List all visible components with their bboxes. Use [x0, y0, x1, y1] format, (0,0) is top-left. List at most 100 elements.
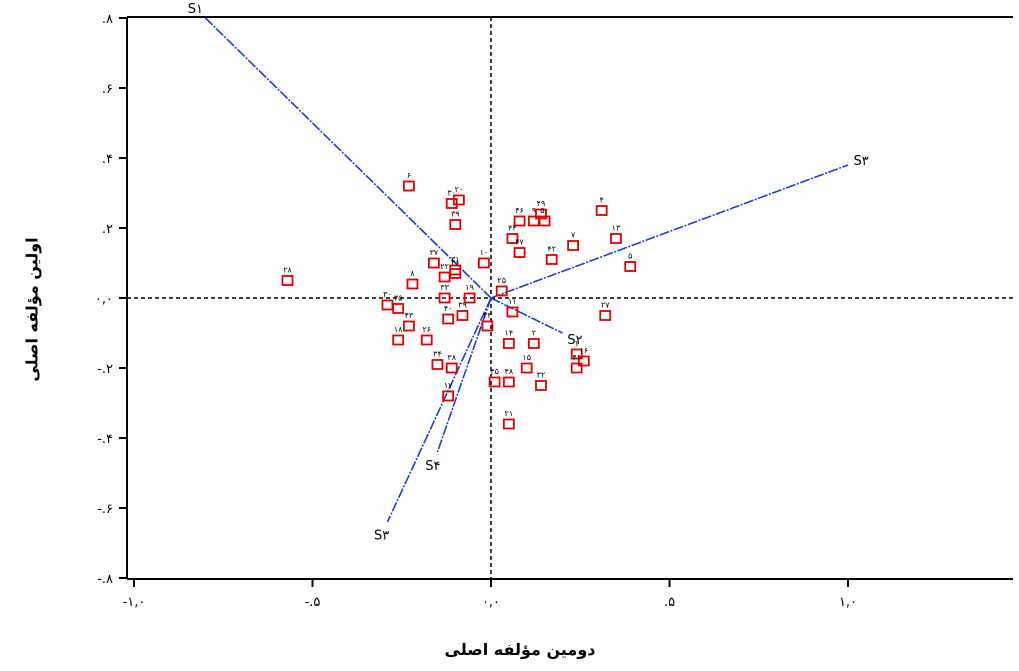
- y-tick-label: -.۲: [97, 362, 113, 377]
- point-label: ۲۱: [505, 409, 514, 418]
- vector-label: S۱: [188, 2, 203, 17]
- y-tick-label: ۰,۰: [95, 292, 113, 307]
- point-label: ۳۹: [458, 301, 467, 310]
- point-label: ۴۹: [537, 199, 546, 208]
- point-label: ۹: [532, 206, 536, 215]
- point-label: ۱۸: [394, 325, 403, 334]
- vector-label: S۳: [854, 154, 869, 169]
- y-tick-label: .۸: [102, 12, 113, 27]
- point-label: ۳۹: [451, 210, 460, 219]
- point-marker: [506, 233, 519, 244]
- point-label: ۲۵: [497, 276, 506, 285]
- point-label: ۴۰: [444, 304, 453, 313]
- point-label: ۱۱: [508, 297, 517, 306]
- point-marker: [438, 292, 451, 304]
- point-marker: [595, 205, 608, 216]
- y-tick-label: -.۴: [97, 432, 113, 447]
- point-label: ۵: [628, 252, 632, 261]
- point-label: ۱۳: [612, 224, 621, 233]
- point-marker: [406, 278, 419, 290]
- point-label: ۵۰: [540, 206, 549, 215]
- point-marker: [513, 247, 526, 258]
- point-label: ۲۷: [601, 301, 610, 310]
- point-marker: [427, 257, 440, 269]
- point-label: ۲۲: [440, 262, 449, 271]
- point-marker: [502, 376, 515, 388]
- point-label: ۲۰: [455, 185, 464, 194]
- point-label: ۳۷: [430, 248, 439, 257]
- axis-ticks: .۸ .۶ .۴ .۲ ۰,۰ -.۲ -.۴ -.۶ -.۸ -۱,۰ -.۵ ۰,۰ .۵ ۱,۰: [95, 12, 857, 610]
- x-tick-label: .۵: [664, 595, 675, 610]
- point-label: ۷: [571, 231, 576, 240]
- point-marker: [392, 334, 405, 346]
- point-label: ۳۸: [447, 353, 456, 362]
- point-marker: [610, 233, 622, 244]
- point-label: ۱۰: [480, 248, 489, 257]
- point-label: ۲۸: [283, 266, 292, 275]
- point-label: ۳۵: [394, 294, 403, 303]
- point-label: ۴۸: [505, 367, 514, 376]
- point-marker: [463, 292, 476, 304]
- loading-vector: [490, 164, 849, 299]
- point-marker: [527, 338, 540, 349]
- y-tick-label: -.۶: [97, 502, 113, 517]
- y-axis-title: اولین مؤلفه اصلی: [22, 237, 42, 382]
- vector-label: S۴: [425, 459, 440, 474]
- point-marker: [545, 254, 558, 265]
- point-marker: [456, 310, 469, 321]
- point-label: ۱۷: [444, 381, 453, 390]
- point-marker: [567, 240, 580, 251]
- point-label: ۱: [575, 339, 579, 348]
- point-label: ۳۱: [451, 255, 460, 264]
- point-marker: [445, 198, 458, 209]
- loading-vector: [386, 297, 492, 523]
- point-label: ۳۴: [433, 350, 442, 359]
- point-label: ۱۶: [580, 346, 589, 355]
- point-label: ۴: [600, 196, 604, 205]
- point-label: ۳۶: [451, 259, 460, 268]
- point-marker: [452, 194, 465, 206]
- point-marker: [535, 380, 547, 391]
- point-marker: [513, 215, 526, 227]
- point-label: ۱۴: [505, 329, 514, 338]
- point-label: ۲۶: [422, 325, 431, 334]
- point-label: ۸: [410, 269, 415, 278]
- point-label: ۳۰: [447, 189, 456, 198]
- point-marker: [442, 390, 455, 402]
- y-tick-label: .۴: [102, 152, 113, 167]
- point-label: ۲: [532, 329, 536, 338]
- point-marker: [599, 310, 612, 321]
- point-label: ۴۲: [547, 245, 556, 254]
- x-tick-label: -.۵: [305, 595, 321, 610]
- vector-label: S۲: [567, 333, 582, 348]
- plot-frame: [126, 16, 1013, 580]
- point-label: ۳۰: [383, 290, 392, 299]
- point-marker: [420, 334, 433, 346]
- point-marker: [506, 306, 519, 318]
- point-marker: [535, 208, 547, 220]
- point-marker: [392, 303, 405, 314]
- point-marker: [495, 285, 508, 297]
- point-label: ۱۵: [522, 353, 531, 362]
- point-marker: [481, 320, 494, 332]
- x-tick-label: ۱,۰: [839, 595, 857, 610]
- point-label: ۴۴: [508, 224, 517, 233]
- point-marker: [624, 261, 637, 272]
- point-marker: [538, 215, 551, 227]
- loading-vector: [490, 297, 563, 334]
- point-marker: [477, 257, 490, 269]
- loading-vectors: S۱ S۳ S۲ S۴ S۳: [188, 2, 869, 544]
- point-label: ۲۳: [483, 311, 492, 320]
- point-marker: [402, 320, 415, 332]
- point-label: ۱۹: [465, 283, 474, 292]
- point-marker: [577, 355, 590, 367]
- x-tick-label: ۰,۰: [482, 595, 500, 610]
- y-tick-label: .۶: [102, 82, 113, 97]
- point-marker: [442, 313, 455, 325]
- point-label: ۶: [407, 171, 411, 180]
- point-marker: [520, 362, 533, 374]
- point-label: ۴۶: [515, 206, 524, 215]
- point-marker: [431, 359, 444, 370]
